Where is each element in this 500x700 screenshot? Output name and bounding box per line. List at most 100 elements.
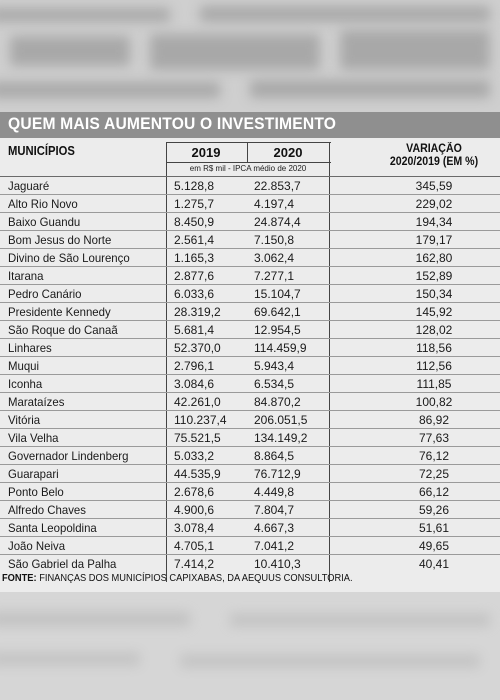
cell-2019: 28.319,2 — [174, 305, 221, 319]
cell-variacao: 145,92 — [415, 305, 453, 319]
source-label: FONTE: — [2, 573, 37, 584]
cell-2020: 69.642,1 — [254, 305, 301, 319]
cell-municipio: Jaguaré — [8, 179, 50, 193]
cell-municipio: Santa Leopoldina — [8, 521, 97, 535]
header-2020: 2020 — [273, 145, 303, 160]
cell-municipio: Baixo Guandu — [8, 215, 81, 229]
cell-2019: 2.561,4 — [174, 233, 215, 247]
cell-2019: 2.678,6 — [174, 485, 215, 499]
cell-2019: 44.535,9 — [174, 467, 221, 481]
table-row: Vitória 110.237,4 206.051,5 86,92 — [0, 410, 500, 428]
header-2019: 2019 — [191, 145, 221, 160]
cell-variacao: 345,59 — [415, 179, 453, 193]
cell-variacao: 100,82 — [415, 395, 453, 409]
cell-2019: 2.796,1 — [174, 359, 215, 373]
table-row: Marataízes 42.261,0 84.870,2 100,82 — [0, 392, 500, 410]
blurred-header-area — [0, 0, 500, 112]
header-variacao: VARIAÇÃO 2020/2019 (EM %) — [377, 143, 491, 169]
blurred-footer-area — [0, 592, 500, 700]
cell-2019: 1.165,3 — [174, 251, 215, 265]
cell-variacao: 111,85 — [416, 377, 452, 391]
cell-2020: 4.667,3 — [254, 521, 295, 535]
cell-municipio: Alfredo Chaves — [8, 503, 86, 517]
cell-2019: 1.275,7 — [174, 197, 215, 211]
cell-variacao: 76,12 — [418, 449, 450, 463]
cell-2020: 7.804,7 — [254, 503, 295, 517]
table-body: Jaguaré 5.128,8 22.853,7 345,59 Alto Rio Nov… — [0, 176, 500, 572]
cell-2020: 10.410,3 — [254, 557, 301, 571]
title-banner: QUEM MAIS AUMENTOU O INVESTIMENTO — [0, 112, 500, 138]
table-row: São Roque do Canaã 5.681,4 12.954,5 128,02 — [0, 320, 500, 338]
cell-municipio: Pedro Canário — [8, 287, 82, 301]
cell-2020: 76.712,9 — [254, 467, 301, 481]
table-row: Guarapari 44.535,9 76.712,9 72,25 — [0, 464, 500, 482]
table-row: Alto Rio Novo 1.275,7 4.197,4 229,02 — [0, 194, 500, 212]
cell-variacao: 194,34 — [415, 215, 453, 229]
source-text: FINANÇAS DOS MUNICÍPIOS CAPIXABAS, DA AE… — [36, 573, 353, 584]
table-row: João Neiva 4.705,1 7.041,2 49,65 — [0, 536, 500, 554]
cell-2020: 6.534,5 — [254, 377, 295, 391]
investment-table-card: QUEM MAIS AUMENTOU O INVESTIMENTO MUNICÍ… — [0, 112, 500, 592]
cell-2020: 206.051,5 — [254, 413, 308, 427]
cell-variacao: 77,63 — [418, 431, 450, 445]
cell-2019: 6.033,6 — [174, 287, 215, 301]
cell-municipio: Guarapari — [8, 467, 59, 481]
cell-2020: 134.149,2 — [254, 431, 308, 445]
cell-variacao: 59,26 — [418, 503, 450, 517]
table-row: Vila Velha 75.521,5 134.149,2 77,63 — [0, 428, 500, 446]
table-row: Pedro Canário 6.033,6 15.104,7 150,34 — [0, 284, 500, 302]
cell-variacao: 40,41 — [418, 557, 450, 571]
table-row: Linhares 52.370,0 114.459,9 118,56 — [0, 338, 500, 356]
header-municipios: MUNICÍPIOS — [8, 144, 75, 158]
cell-variacao: 150,34 — [415, 287, 453, 301]
cell-variacao: 128,02 — [415, 323, 453, 337]
cell-variacao: 179,17 — [415, 233, 453, 247]
table-title: QUEM MAIS AUMENTOU O INVESTIMENTO — [8, 114, 337, 133]
cell-2019: 52.370,0 — [174, 341, 221, 355]
cell-municipio: Vitória — [8, 413, 41, 427]
cell-2020: 7.150,8 — [254, 233, 295, 247]
cell-municipio: Presidente Kennedy — [8, 305, 111, 319]
cell-variacao: 152,89 — [415, 269, 453, 283]
cell-municipio: Governador Lindenberg — [8, 449, 129, 463]
cell-2020: 15.104,7 — [254, 287, 301, 301]
table-row: Presidente Kennedy 28.319,2 69.642,1 145,92 — [0, 302, 500, 320]
cell-municipio: Itarana — [8, 269, 44, 283]
table-row: Santa Leopoldina 3.078,4 4.667,3 51,61 — [0, 518, 500, 536]
table-row: Baixo Guandu 8.450,9 24.874,4 194,34 — [0, 212, 500, 230]
cell-variacao: 118,56 — [416, 341, 452, 355]
table-row: São Gabriel da Palha 7.414,2 10.410,3 40,41 — [0, 554, 500, 572]
cell-municipio: Alto Rio Novo — [8, 197, 78, 211]
cell-municipio: Muqui — [8, 359, 40, 373]
header-variacao-line1: VARIAÇÃO — [406, 143, 462, 155]
cell-2020: 24.874,4 — [254, 215, 301, 229]
cell-variacao: 66,12 — [418, 485, 450, 499]
cell-municipio: Iconha — [8, 377, 43, 391]
table-row: Jaguaré 5.128,8 22.853,7 345,59 — [0, 176, 500, 194]
cell-2019: 42.261,0 — [174, 395, 221, 409]
cell-2020: 22.853,7 — [254, 179, 301, 193]
cell-2020: 3.062,4 — [254, 251, 295, 265]
table-row: Ponto Belo 2.678,6 4.449,8 66,12 — [0, 482, 500, 500]
cell-municipio: Ponto Belo — [8, 485, 64, 499]
year-columns-frame — [166, 142, 331, 582]
cell-2019: 4.900,6 — [174, 503, 215, 517]
cell-2019: 5.033,2 — [174, 449, 215, 463]
cell-variacao: 112,56 — [416, 359, 452, 373]
cell-variacao: 49,65 — [418, 539, 450, 553]
cell-variacao: 51,61 — [418, 521, 450, 535]
cell-2019: 2.877,6 — [174, 269, 215, 283]
cell-2020: 12.954,5 — [254, 323, 301, 337]
cell-variacao: 86,92 — [418, 413, 450, 427]
cell-2019: 3.078,4 — [174, 521, 215, 535]
cell-variacao: 72,25 — [418, 467, 450, 481]
cell-2020: 4.197,4 — [254, 197, 295, 211]
cell-municipio: São Roque do Canaã — [8, 323, 118, 337]
cell-2019: 4.705,1 — [174, 539, 215, 553]
cell-2019: 110.237,4 — [174, 413, 227, 427]
cell-2020: 7.041,2 — [254, 539, 295, 553]
cell-2020: 114.459,9 — [254, 341, 307, 355]
cell-2020: 5.943,4 — [254, 359, 295, 373]
cell-2019: 5.681,4 — [174, 323, 215, 337]
cell-2020: 4.449,8 — [254, 485, 295, 499]
